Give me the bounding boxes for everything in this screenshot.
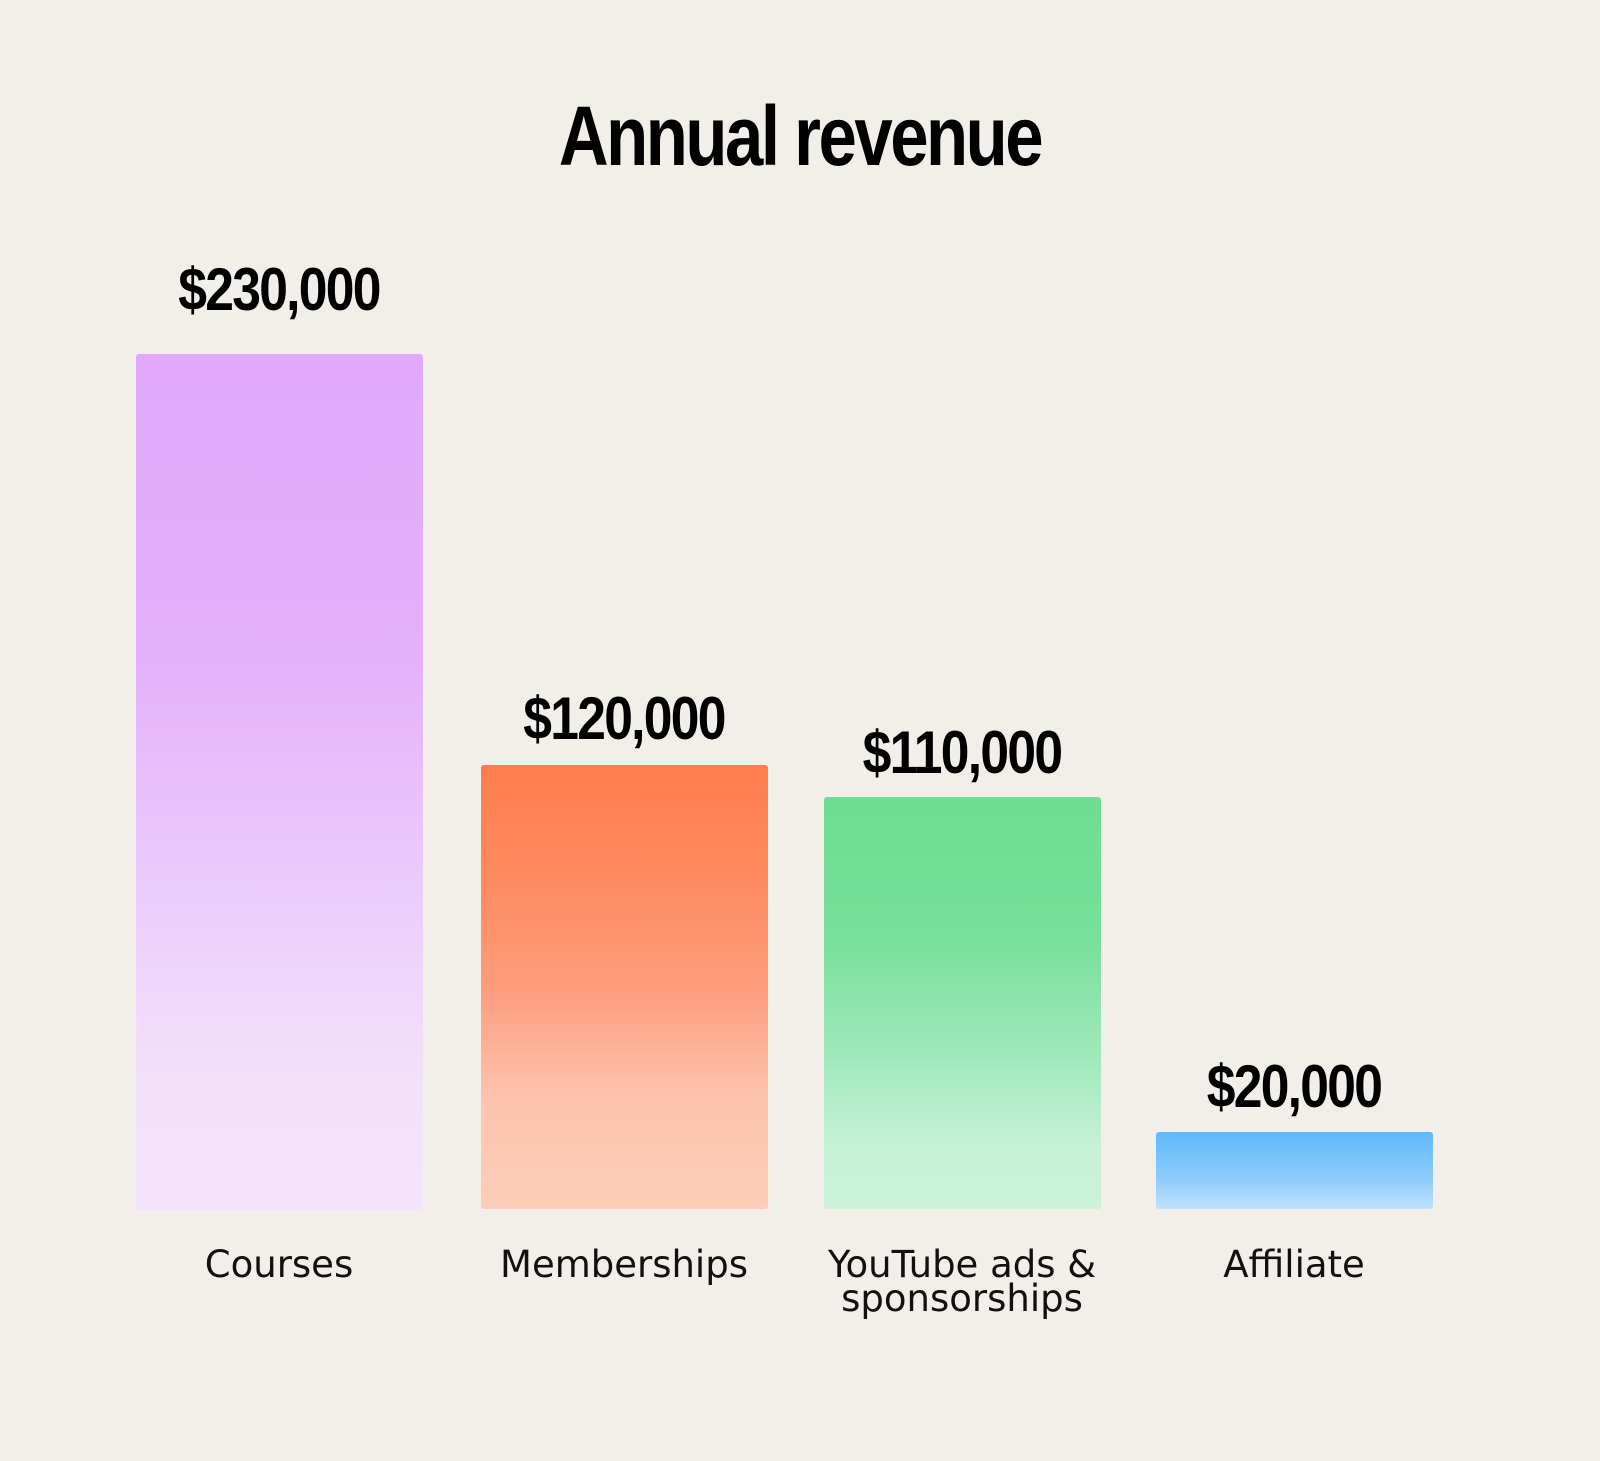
value-label-memberships: $120,000 (523, 685, 726, 752)
category-label-affiliate: Affiliate (1144, 1246, 1444, 1283)
category-label-youtube: YouTube ads & sponsorships (787, 1243, 1137, 1320)
bar-memberships (481, 765, 768, 1209)
category-text: Affiliate (1223, 1243, 1365, 1286)
category-text: Courses (204, 1243, 354, 1286)
category-text-line1: YouTube ads & (827, 1243, 1097, 1286)
value-label-affiliate: $20,000 (1206, 1053, 1383, 1120)
value-label-courses: $230,000 (178, 256, 381, 323)
category-label-memberships: Memberships (474, 1246, 774, 1283)
bar-courses (136, 354, 423, 1210)
bar-youtube-ads-sponsorships (824, 797, 1101, 1209)
chart-title: Annual revenue (558, 89, 1044, 183)
category-label-courses: Courses (129, 1246, 429, 1283)
value-label-youtube: $110,000 (862, 719, 1063, 786)
category-text-line2: sponsorships (841, 1277, 1083, 1320)
category-text: Memberships (500, 1243, 748, 1286)
bar-affiliate (1156, 1132, 1433, 1209)
